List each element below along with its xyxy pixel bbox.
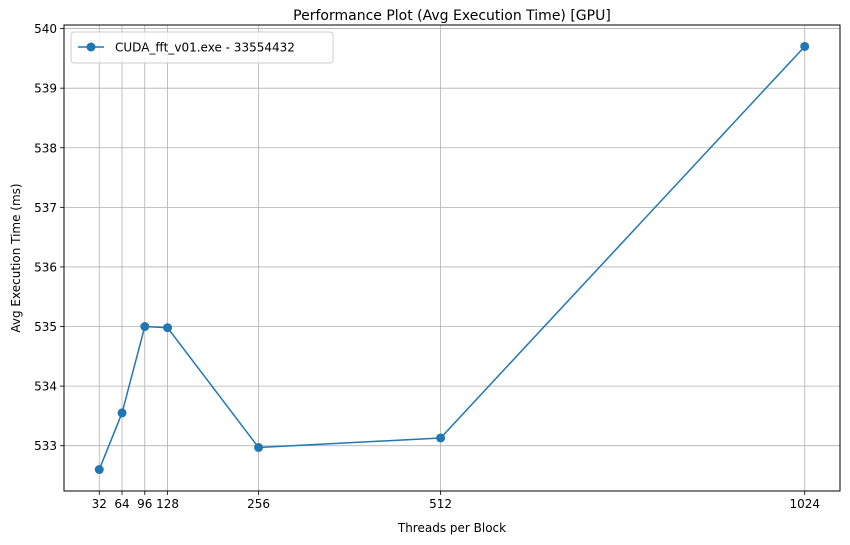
y-tick-label: 534 — [34, 380, 57, 394]
y-tick-label: 533 — [34, 439, 57, 453]
data-point — [254, 442, 264, 452]
data-point — [163, 323, 173, 333]
axis-ticks: 32 64 96 128 256 512 1024 533 534 535 536 537 538 539… — [34, 22, 820, 511]
y-axis-label: Avg Execution Time (ms) — [9, 183, 23, 332]
x-tick-label: 1024 — [789, 497, 820, 511]
plot-frame — [63, 24, 841, 492]
x-tick-label: 512 — [429, 497, 452, 511]
x-tick-label: 64 — [114, 497, 129, 511]
y-tick-label: 537 — [34, 201, 57, 215]
chart-title: Performance Plot (Avg Execution Time) [G… — [293, 8, 611, 24]
y-tick-label: 539 — [34, 82, 57, 96]
legend: CUDA_fft_v01.exe - 33554432 — [70, 31, 334, 64]
data-point — [117, 408, 127, 418]
data-point — [436, 433, 446, 443]
series-layer — [94, 41, 810, 475]
x-tick-label: 32 — [92, 497, 107, 511]
x-tick-label: 96 — [137, 497, 152, 511]
x-tick-label: 256 — [247, 497, 270, 511]
legend-entry-label: CUDA_fft_v01.exe - 33554432 — [115, 41, 295, 55]
data-point — [94, 465, 104, 475]
y-tick-label: 536 — [34, 260, 57, 274]
data-point — [140, 322, 150, 332]
x-tick-label: 128 — [156, 497, 179, 511]
x-axis-label: Threads per Block — [397, 521, 506, 535]
y-tick-label: 540 — [34, 22, 57, 36]
legend-box — [70, 31, 334, 64]
data-point — [800, 41, 810, 51]
y-tick-label: 535 — [34, 320, 57, 334]
legend-marker-swatch — [86, 42, 96, 52]
y-tick-label: 538 — [34, 141, 57, 155]
